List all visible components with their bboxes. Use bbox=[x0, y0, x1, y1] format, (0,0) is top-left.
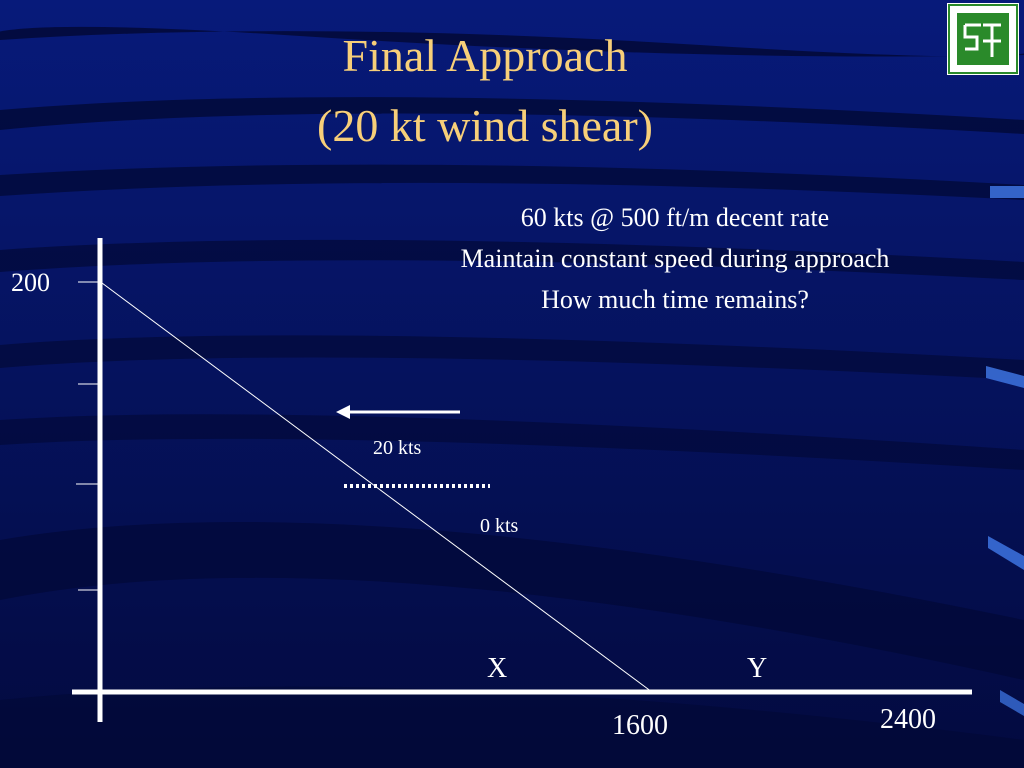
note-line-2: Maintain constant speed during approach bbox=[460, 244, 890, 273]
wind-label-0kts: 0 kts bbox=[480, 515, 519, 537]
x-label-1600: 1600 bbox=[612, 710, 668, 741]
note-line-1: 60 kts @ 500 ft/m decent rate bbox=[520, 203, 830, 232]
x-label-2400: 2400 bbox=[880, 704, 936, 735]
flight-safety-foundation-logo-icon bbox=[948, 4, 1018, 74]
foundation-logo bbox=[947, 3, 1019, 75]
y-label-200: 200 bbox=[11, 268, 50, 297]
slide-subtitle: (20 kt wind shear) bbox=[317, 100, 653, 151]
wind-label-20kts: 20 kts bbox=[373, 437, 422, 459]
note-line-3: How much time remains? bbox=[541, 285, 809, 314]
slide-title: Final Approach bbox=[342, 30, 628, 81]
point-y-label: Y bbox=[747, 653, 768, 684]
wind-arrow-head bbox=[336, 405, 350, 419]
point-x-label: X bbox=[487, 653, 508, 684]
